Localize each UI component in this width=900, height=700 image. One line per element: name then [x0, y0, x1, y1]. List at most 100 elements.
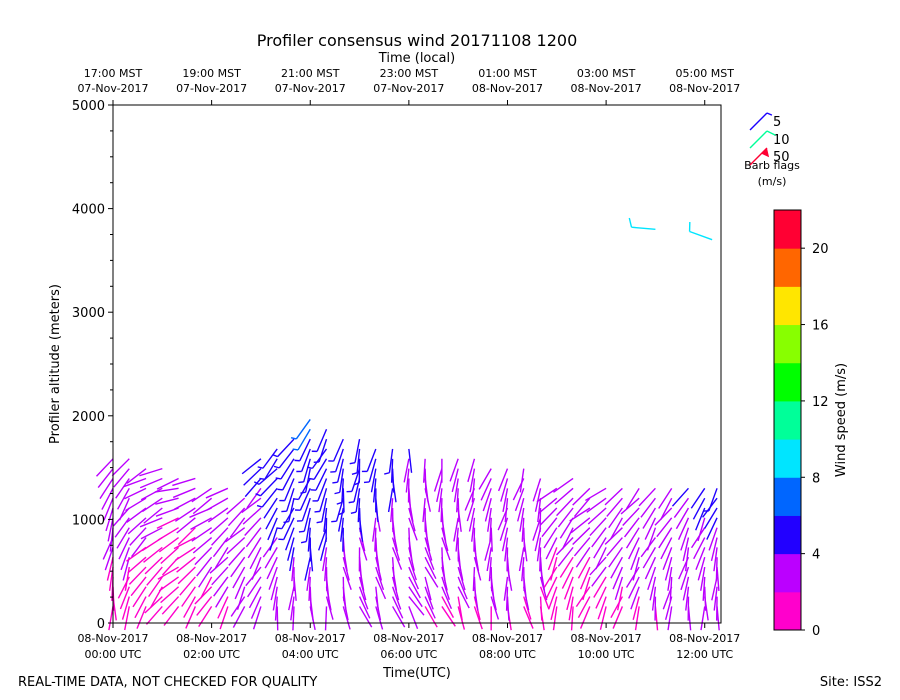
barb-staff — [516, 497, 525, 522]
wind-barb — [139, 517, 163, 528]
barb-staff — [269, 527, 278, 551]
barb-staff — [658, 487, 673, 509]
wind-barb — [295, 488, 311, 511]
colorbar-tick-label: 12 — [812, 395, 829, 410]
barb-staff — [288, 498, 295, 522]
barb-staff — [145, 605, 163, 625]
wind-barb — [468, 507, 476, 532]
barb-staff — [424, 566, 439, 588]
barb-staff — [313, 458, 328, 480]
wind-barb — [234, 576, 246, 600]
wind-barb — [157, 527, 179, 541]
wind-barb — [628, 537, 640, 560]
barb-half — [331, 520, 337, 523]
barb-staff — [219, 606, 229, 630]
wind-barb — [440, 498, 443, 523]
barb-staff — [325, 596, 334, 620]
wind-barb — [273, 448, 295, 469]
barb-staff — [480, 478, 492, 501]
barb-staff — [585, 487, 607, 502]
wind-barb — [575, 546, 591, 568]
barb-staff — [451, 468, 459, 493]
wind-barb — [281, 488, 295, 513]
wind-barb — [518, 547, 525, 572]
barb-staff — [316, 428, 328, 452]
barb-column — [620, 487, 640, 631]
wind-barb — [608, 546, 623, 568]
barb-staff — [391, 606, 406, 628]
barb-staff — [321, 498, 328, 522]
wind-barb — [304, 557, 311, 581]
barb-staff — [139, 467, 163, 477]
top-tick-time: 17:00 MST — [84, 67, 143, 80]
x-tick-time: 02:00 UTC — [183, 648, 240, 661]
barb-staff — [358, 537, 368, 561]
barb-column — [449, 458, 470, 630]
barb-staff — [140, 487, 163, 501]
barb-staff — [408, 517, 418, 541]
barb-half — [293, 498, 299, 501]
barb-staff — [569, 507, 591, 522]
barb-staff — [631, 226, 656, 231]
barb-column — [604, 487, 624, 629]
barb-staff — [453, 517, 459, 542]
barb-staff — [749, 112, 768, 131]
barb-staff — [505, 586, 509, 611]
colorbar-segment — [774, 324, 801, 364]
wind-barb — [116, 527, 130, 549]
barb-staff — [593, 537, 607, 559]
wind-barb — [375, 537, 378, 562]
barb-column — [403, 448, 425, 630]
barb-staff — [211, 527, 229, 546]
wind-barb — [467, 458, 476, 483]
x-tick-time: 10:00 UTC — [578, 648, 635, 661]
x-tick-time: 08:00 UTC — [479, 648, 536, 661]
wind-barb — [387, 488, 394, 513]
barb-half — [277, 488, 283, 491]
barb-half — [314, 510, 320, 513]
barb-staff — [272, 586, 278, 611]
wind-barb — [124, 606, 130, 631]
barb-staff — [680, 527, 690, 551]
top-tick-time: 01:00 MST — [478, 67, 537, 80]
wind-barb — [358, 586, 369, 610]
wind-barb — [573, 497, 591, 518]
wind-barb — [212, 537, 229, 558]
wind-barb — [667, 606, 673, 631]
barb-staff — [214, 547, 229, 569]
barb-staff — [591, 527, 607, 548]
wind-barb — [441, 547, 444, 572]
wind-barb — [155, 497, 179, 505]
wind-barb — [232, 606, 246, 628]
barb-column — [690, 487, 709, 631]
wind-barb — [154, 487, 179, 493]
wind-barb — [124, 566, 130, 591]
wind-barb — [287, 537, 295, 561]
barb-staff — [424, 586, 434, 610]
x-tick-date: 08-Nov-2017 — [472, 632, 543, 645]
barb-half — [300, 491, 306, 494]
barb-staff — [504, 537, 509, 562]
barb-staff — [309, 586, 312, 611]
wind-barb — [586, 497, 607, 513]
barb-staff — [252, 606, 262, 630]
x-tick-time: 04:00 UTC — [282, 648, 339, 661]
wind-barb — [292, 428, 311, 451]
barb-staff — [304, 468, 311, 493]
barb-staff — [304, 557, 311, 581]
wind-barb — [505, 586, 509, 611]
wind-barb — [123, 477, 147, 488]
barb-staff — [173, 536, 196, 550]
wind-barb — [306, 566, 311, 591]
wind-barb — [658, 527, 673, 549]
barb-staff — [671, 487, 689, 507]
wind-barb — [441, 586, 453, 610]
wind-barb — [543, 566, 558, 588]
wind-barb — [532, 478, 542, 502]
barb-staff — [114, 517, 130, 538]
x-tick-date: 08-Nov-2017 — [176, 632, 247, 645]
wind-barb — [502, 488, 509, 513]
wind-barb — [179, 576, 196, 596]
barb-staff — [441, 576, 450, 600]
barb-column — [536, 487, 558, 631]
